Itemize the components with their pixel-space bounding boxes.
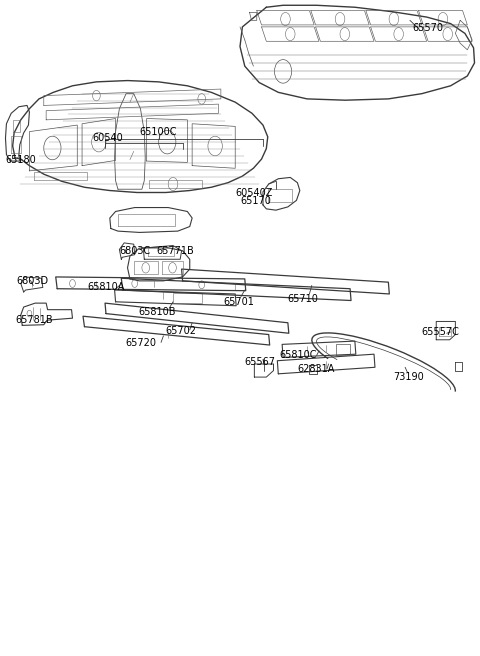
Text: 65180: 65180 [5, 155, 36, 165]
Text: 65701: 65701 [223, 297, 254, 308]
Text: 65702: 65702 [166, 325, 197, 336]
Text: 65710: 65710 [287, 293, 318, 304]
Text: 60540: 60540 [93, 133, 123, 143]
Text: 65810A: 65810A [88, 282, 125, 292]
Text: 65170: 65170 [240, 196, 271, 206]
Text: 65771B: 65771B [157, 247, 194, 256]
Text: 73190: 73190 [393, 372, 424, 382]
Text: 65100C: 65100C [140, 127, 177, 136]
Text: 65557C: 65557C [421, 327, 459, 337]
Text: 60540Z: 60540Z [235, 188, 273, 198]
Text: 6803D: 6803D [16, 276, 48, 286]
Text: 65810C: 65810C [279, 350, 317, 360]
Text: 65570: 65570 [412, 23, 444, 33]
Text: 62831A: 62831A [298, 364, 335, 374]
Text: 65781B: 65781B [15, 315, 53, 325]
Text: 65810B: 65810B [139, 307, 176, 318]
Text: 6803C: 6803C [120, 247, 151, 256]
Text: 65567: 65567 [245, 357, 276, 367]
Text: 65720: 65720 [125, 338, 156, 348]
